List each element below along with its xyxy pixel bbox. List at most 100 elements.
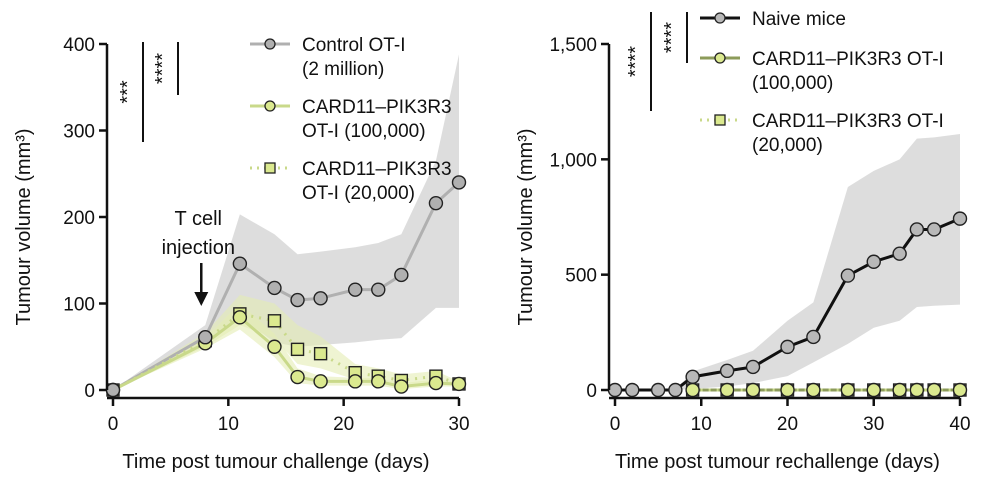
data-point-circle [780,339,795,355]
data-point-circle [267,280,282,296]
data-point-circle [313,374,328,389]
data-point-circle [290,369,305,385]
data-point-circle [685,382,700,398]
y-axis-label: Tumour volume (mm³) [13,128,35,325]
x-tick-label: 10 [691,414,712,435]
data-point-circle [313,291,328,306]
annotation-text: T cell [175,208,222,230]
data-point-circle [685,369,700,385]
data-point-circle [348,374,363,389]
data-point-circle [840,382,856,398]
legend-label: CARD11–PIK3R3 OT-I [752,111,944,132]
data-point-circle [926,222,942,237]
data-point-circle [394,267,409,283]
y-tick-label: 300 [63,122,95,143]
x-tick-label: 0 [610,414,621,435]
x-tick-label: 30 [863,414,884,435]
y-tick-label: 500 [565,266,597,287]
x-tick-label: 20 [777,414,798,435]
x-tick-label: 0 [108,414,119,435]
data-point-circle [290,292,305,308]
y-tick-label: 200 [63,208,95,229]
right-chart: 0 500 1,000 1,500 0 10 20 30 40 Time post tumour … [515,9,971,473]
legend-label: Naive mice [752,9,846,30]
error-band [615,133,960,390]
legend-circle-marker [714,52,726,64]
x-tick-label: 40 [949,414,970,435]
data-point-circle [926,382,942,398]
legend-circle-marker [714,12,726,24]
data-point-circle [952,382,968,398]
legend-label: (20,000) [752,135,823,156]
significance-stars: **** [625,46,647,77]
data-point-square [290,342,305,357]
data-point-circle [806,329,821,345]
x-tick-label: 20 [333,414,354,435]
data-point-circle [232,256,248,271]
data-point-circle [394,379,409,394]
legend-label: (2 million) [302,59,384,80]
data-point-circle [371,282,386,297]
legend-label: OT-I (20,000) [302,183,415,204]
y-tick-label: 1,000 [549,150,597,171]
legend-circle-marker [264,38,276,50]
data-point-circle [371,374,386,389]
x-tick-label: 30 [448,414,469,435]
y-tick-label: 100 [63,295,95,316]
data-point-circle [105,382,121,398]
data-point-circle [866,382,881,398]
error-band [113,54,459,390]
legend-circle-marker [264,100,276,112]
data-point-circle [952,211,968,226]
legend-label: Control OT-I [302,35,405,56]
data-point-circle [780,382,795,398]
data-point-circle [232,310,248,325]
significance-stars: *** [117,80,139,104]
data-point-circle [451,376,467,392]
legend-label: OT-I (100,000) [302,121,426,142]
y-tick-label: 0 [84,381,95,402]
x-tick-label: 10 [218,414,239,435]
data-point-circle [745,359,761,375]
left-chart: 0 100 200 300 400 0 10 20 30 Time post tumour cha… [13,35,470,473]
significance-stars: **** [661,22,683,53]
data-point-circle [451,175,467,190]
legend-square-marker [714,114,726,126]
data-point-circle [719,382,735,398]
error-band [113,294,459,390]
data-point-circle [625,382,640,398]
data-point-circle [428,375,444,391]
data-point-circle [866,254,881,269]
data-point-circle [198,330,213,345]
x-axis-label: Time post tumour rechallenge (days) [615,451,940,473]
data-point-circle [348,282,363,297]
data-point-square [313,346,328,361]
data-point-circle [909,222,925,237]
data-point-circle [806,382,821,398]
data-point-circle [892,382,907,398]
y-tick-label: 400 [63,35,95,56]
y-tick-label: 0 [586,381,597,402]
y-axis-label: Tumour volume (mm³) [515,128,537,325]
data-point-circle [650,382,666,398]
data-point-circle [909,382,925,398]
significance-stars: **** [152,53,174,84]
data-point-square [267,314,282,328]
data-point-circle [428,195,444,211]
data-point-circle [607,382,623,398]
legend-label: (100,000) [752,73,833,94]
legend-square-marker [264,162,276,174]
legend-label: CARD11–PIK3R3 OT-I [752,49,944,70]
annotation-arrow-head [194,292,209,306]
annotation-text: injection [162,237,235,259]
data-point-circle [719,363,735,379]
data-point-circle [840,268,856,283]
legend-label: CARD11–PIK3R3 [302,97,452,118]
x-axis-label: Time post tumour challenge (days) [122,451,429,473]
data-point-circle [745,382,761,398]
data-point-circle [267,339,282,354]
data-point-circle [892,246,907,261]
y-tick-label: 1,500 [549,35,597,56]
legend-label: CARD11–PIK3R3 [302,159,452,180]
